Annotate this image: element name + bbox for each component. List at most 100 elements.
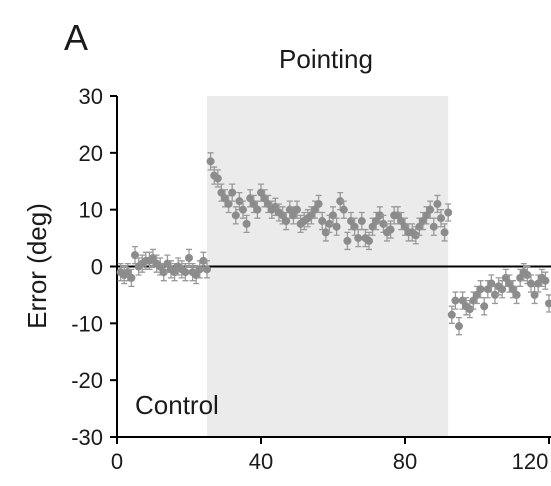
data-point [185,253,193,262]
data-point [282,217,291,226]
data-point [347,217,355,226]
data-point [307,211,316,220]
data-point [415,222,424,231]
data-point [419,217,427,226]
data-point [199,256,208,265]
data-point [469,296,478,305]
data-point [509,285,517,294]
data-point [541,276,550,285]
data-point [447,310,456,319]
data-point [246,194,255,203]
data-point [501,273,510,282]
data-point [401,222,409,231]
data-point [368,222,377,231]
data-point [505,279,514,288]
data-point [228,188,237,197]
x-tick-label: 120 [512,449,549,474]
data-point [476,285,485,294]
data-point [329,211,337,220]
data-point [336,197,345,206]
data-point [311,205,319,214]
data-point [375,211,384,220]
y-tick-label: -30 [71,425,103,450]
x-tick-label: 40 [249,449,273,474]
data-point [350,222,359,231]
y-tick-label: -20 [71,368,103,393]
data-point [231,211,240,220]
data-point [357,217,366,226]
data-point [278,211,287,220]
annotation: Control [135,390,219,420]
data-point [365,236,373,245]
data-point [545,299,551,308]
data-point [411,231,420,240]
data-point [332,222,341,231]
data-point [285,205,294,214]
data-point [213,174,222,183]
panel-label: A [64,17,88,58]
data-point [440,228,449,237]
data-point [260,194,269,203]
data-point [163,259,172,268]
data-point [397,217,406,226]
data-point [444,208,453,217]
data-point [491,290,499,299]
data-point [293,205,301,214]
data-point [192,271,201,280]
data-point [534,279,543,288]
y-tick-label: 10 [79,198,103,223]
data-point [156,262,165,271]
data-point [354,234,363,243]
data-point [181,268,190,277]
data-point [458,296,467,305]
data-point [271,202,280,211]
data-point [224,199,233,208]
data-point [465,305,474,314]
data-point [393,211,402,220]
chart-title: Pointing [279,44,373,74]
data-point [239,205,247,214]
data-point [235,197,244,206]
data-point [257,188,265,197]
data-point [527,279,535,288]
y-tick-label: 20 [79,141,103,166]
data-point [131,251,139,260]
data-point [372,217,381,226]
data-point [159,268,168,277]
data-point [422,211,431,220]
data-point [217,188,226,197]
data-point [498,285,507,294]
data-point [242,219,251,228]
data-point [437,214,445,223]
data-point [253,205,262,214]
data-point [249,199,258,208]
data-point [480,302,489,311]
data-point [426,205,435,214]
data-point [203,265,211,274]
y-tick-label: 30 [79,84,103,109]
x-tick-label: 0 [111,449,123,474]
data-point [170,268,179,277]
data-point [221,194,229,203]
data-point [339,205,348,214]
data-point [455,322,463,331]
x-tick-label: 80 [393,449,417,474]
data-point [473,290,481,299]
data-point [386,225,395,234]
data-point [318,217,327,226]
data-point [343,236,352,245]
data-point [433,199,442,208]
data-point [123,268,132,277]
data-point [321,228,330,237]
data-point [487,279,496,288]
data-point [195,265,204,274]
data-point [516,273,525,282]
y-tick-label: 0 [91,255,103,280]
data-point [451,296,460,305]
y-axis-label: Error (deg) [22,203,52,329]
data-point [483,285,492,294]
data-point [289,211,298,220]
data-point [264,199,273,208]
